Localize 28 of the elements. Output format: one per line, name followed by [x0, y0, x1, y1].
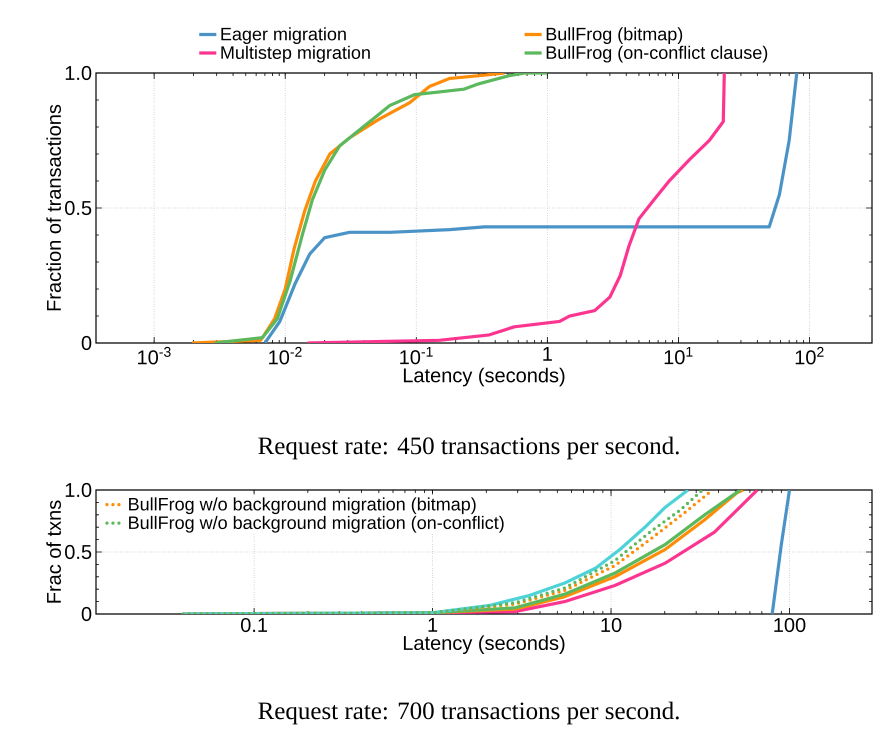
y-tick-label: 1.0: [66, 66, 92, 80]
legend-label: BullFrog (on-conflict clause): [546, 46, 768, 63]
text: Request rate: 450 transactions per second.: [258, 436, 679, 460]
x-axis-title: Latency (seconds): [404, 635, 564, 654]
x-tick-label: 10$^{2}$: [796, 346, 824, 364]
x-axis-title: Latency (seconds): [404, 368, 564, 386]
legend-label: BullFrog (bitmap): [546, 27, 682, 44]
y-axis-title: Fraction of transactions: [46, 104, 61, 310]
x-tick-label: 1: [543, 346, 552, 361]
legend-label: BullFrog w/o background migration (on-conflict): [129, 516, 504, 533]
x-tick-label: 1: [428, 618, 438, 632]
x-tick-label: 10$^{1}$: [664, 346, 692, 364]
y-tick-label: 0: [82, 606, 92, 622]
x-tick-label: 10$^{-1}$: [400, 346, 433, 364]
x-tick-label: 0.1: [241, 618, 268, 632]
y-tick-label: 0: [82, 336, 92, 350]
legend-label: Eager migration: [221, 27, 346, 44]
y-tick-label: 0.5: [65, 544, 92, 560]
x-tick-label: 10$^{-3}$: [138, 346, 171, 364]
y-tick-label: 1.0: [66, 482, 92, 498]
y-tick-label: 0.5: [65, 200, 92, 216]
x-tick-label: 10: [601, 618, 622, 632]
text: Request rate: 700 transactions per second.: [258, 702, 679, 724]
legend-label: BullFrog w/o background migration (bitmap): [129, 497, 476, 514]
x-tick-label: 100: [774, 618, 806, 632]
y-axis-title: Frac of txns: [46, 500, 61, 603]
legend-label: Multistep migration: [221, 46, 370, 63]
x-tick-label: 10$^{-2}$: [269, 346, 302, 364]
